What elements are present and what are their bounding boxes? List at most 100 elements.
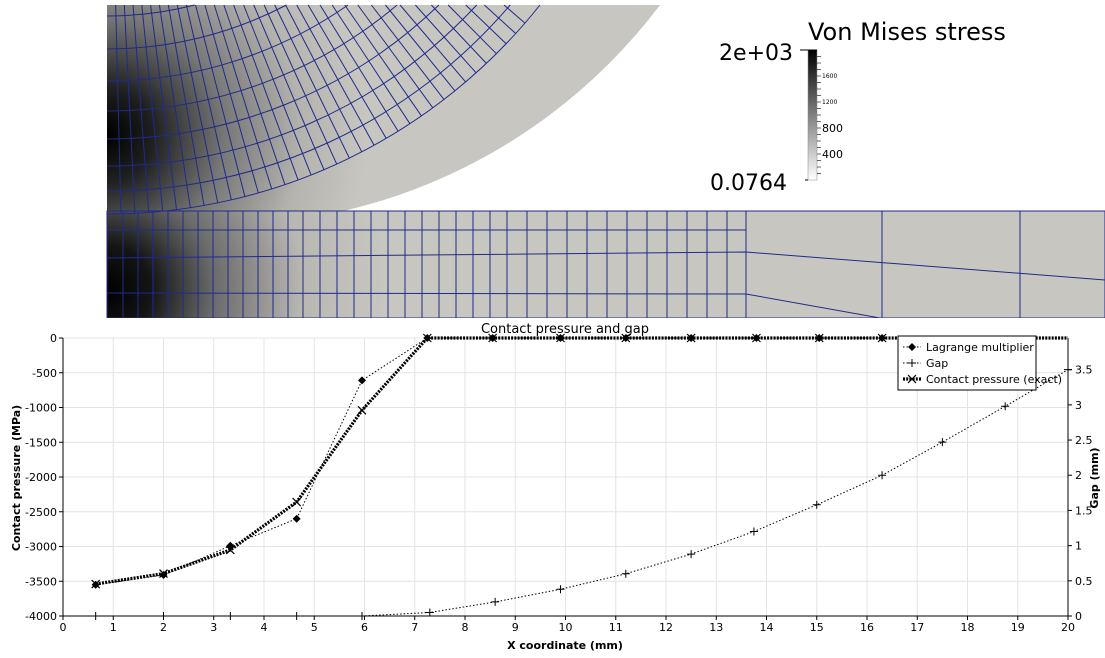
x-tick-label: 4 bbox=[261, 621, 268, 634]
x-tick-label: 13 bbox=[709, 621, 723, 634]
data-point bbox=[812, 500, 821, 509]
data-point bbox=[422, 333, 432, 343]
y2-tick-label: 2.5 bbox=[1075, 434, 1093, 447]
foundation-body bbox=[107, 211, 1105, 318]
x-tick-label: 1 bbox=[110, 621, 117, 634]
mesh-radial-line bbox=[167, 4, 205, 206]
y2-tick-label: 3.5 bbox=[1075, 364, 1093, 377]
y-tick-label: -1000 bbox=[25, 402, 57, 415]
y2-tick-label: 0.5 bbox=[1075, 575, 1093, 588]
y2-axis-label: Gap (mm) bbox=[1088, 447, 1101, 508]
legend-label: Contact pressure (exact) bbox=[926, 373, 1062, 386]
x-tick-label: 7 bbox=[411, 621, 418, 634]
mesh-radial-line bbox=[319, 4, 399, 132]
y-tick-label: 0 bbox=[50, 332, 57, 345]
colorbar-max-label: 2e+03 bbox=[719, 41, 793, 66]
mesh-radial-line bbox=[274, 4, 350, 159]
mesh-radial-line bbox=[447, 4, 497, 55]
stress-field-view: Von Mises stress 2e+03 0.0764 1600 1200 80… bbox=[0, 0, 1105, 319]
y2-tick-label: 2 bbox=[1075, 469, 1082, 482]
y-tick-label: -3500 bbox=[25, 575, 57, 588]
chart-title: Contact pressure and gap bbox=[481, 322, 649, 337]
contact-chart-canvas: Contact pressure and gap 0 1 2 3 4 5 6 7 8 9 10 11 1… bbox=[10, 322, 1101, 652]
y-tick-label: -2000 bbox=[25, 471, 57, 484]
legend-marker bbox=[907, 374, 917, 384]
data-point bbox=[91, 612, 100, 620]
x-tick-label: 12 bbox=[659, 621, 673, 634]
mesh-radial-line bbox=[132, 4, 150, 213]
x-tick-label: 18 bbox=[961, 621, 975, 634]
data-point bbox=[357, 612, 366, 620]
mesh-radial-line bbox=[370, 4, 445, 100]
mesh-radial-line bbox=[331, 4, 411, 124]
data-point bbox=[686, 333, 696, 343]
mesh-radial-line bbox=[115, 4, 122, 214]
mesh-radial-line bbox=[307, 4, 387, 139]
data-point bbox=[159, 569, 168, 579]
mesh-radial-line bbox=[204, 4, 259, 194]
y-tick-label: -3000 bbox=[25, 541, 57, 554]
mesh-radial-line bbox=[430, 4, 487, 64]
x-tick-label: 11 bbox=[609, 621, 623, 634]
data-point bbox=[357, 405, 367, 415]
data-point bbox=[752, 333, 761, 343]
cylinder-body bbox=[107, 5, 660, 226]
mesh-radial-line bbox=[233, 4, 299, 181]
data-point bbox=[225, 545, 235, 555]
series-gap bbox=[91, 365, 1072, 620]
x-tick-label: 19 bbox=[1011, 621, 1025, 634]
legend-label: Gap bbox=[926, 357, 948, 370]
mesh-arc bbox=[106, 4, 511, 192]
x-tick-label: 15 bbox=[810, 621, 824, 634]
mesh-radial-line bbox=[158, 4, 191, 208]
legend-marker bbox=[908, 359, 916, 367]
mesh-arc bbox=[106, 4, 478, 167]
x-tick-label: 16 bbox=[860, 621, 874, 634]
x-tick-label: 2 bbox=[160, 621, 167, 634]
data-point bbox=[556, 585, 565, 594]
mesh-radial-line bbox=[223, 4, 286, 185]
data-point bbox=[159, 612, 168, 620]
mesh-radial-line bbox=[150, 4, 177, 210]
data-point bbox=[621, 333, 631, 343]
mesh-radial-line bbox=[195, 4, 246, 197]
mesh-radial-line bbox=[385, 4, 456, 92]
x-tick-label: 5 bbox=[311, 621, 318, 634]
data-point bbox=[749, 527, 758, 536]
x-tick-label: 8 bbox=[462, 621, 469, 634]
mesh-radial-line bbox=[243, 4, 312, 176]
mesh-lines bbox=[106, 4, 1105, 319]
stress-field-canvas: Von Mises stress 2e+03 0.0764 1600 1200 80… bbox=[106, 4, 1105, 319]
x-tick-label: 14 bbox=[760, 621, 774, 634]
data-point bbox=[878, 471, 887, 480]
x-tick-label: 3 bbox=[210, 621, 217, 634]
x-axis-label: X coordinate (mm) bbox=[507, 639, 623, 652]
contact-chart: Contact pressure and gap 0 1 2 3 4 5 6 7 8 9 10 11 1… bbox=[0, 318, 1105, 654]
mesh-radial-line bbox=[185, 4, 232, 200]
mesh-radial-line bbox=[503, 4, 526, 24]
mesh-radial-line bbox=[176, 4, 219, 203]
legend-marker bbox=[908, 343, 916, 351]
mesh-radial-line bbox=[285, 4, 363, 153]
colorbar: Von Mises stress 2e+03 0.0764 1600 1200 80… bbox=[710, 18, 1006, 196]
mesh-radial-line bbox=[357, 4, 434, 109]
mesh-radial-line bbox=[399, 4, 466, 83]
mesh-radial-line bbox=[296, 4, 375, 146]
y-axis-label: Contact pressure (MPa) bbox=[10, 405, 23, 551]
chart-axes: 0 1 2 3 4 5 6 7 8 9 10 11 12 13 14 15 16 17 18 19 200-500-10… bbox=[25, 332, 1092, 634]
data-point bbox=[687, 550, 696, 559]
data-point bbox=[556, 333, 565, 343]
data-point bbox=[621, 569, 630, 578]
colorbar-tick-label: 800 bbox=[822, 122, 843, 135]
mesh-radial-line bbox=[213, 4, 273, 190]
data-point bbox=[292, 514, 301, 523]
colorbar-tick-label: 1200 bbox=[822, 99, 837, 106]
colorbar-tick-label: 1600 bbox=[822, 73, 837, 80]
mesh-radial-line bbox=[123, 4, 136, 214]
data-point bbox=[425, 608, 434, 617]
x-tick-label: 0 bbox=[60, 621, 67, 634]
mesh-radial-line bbox=[484, 4, 517, 34]
x-tick-label: 6 bbox=[361, 621, 368, 634]
series-line bbox=[95, 369, 1069, 617]
chart-legend: Lagrange multiplier Gap Contact pressure (… bbox=[897, 335, 1062, 391]
